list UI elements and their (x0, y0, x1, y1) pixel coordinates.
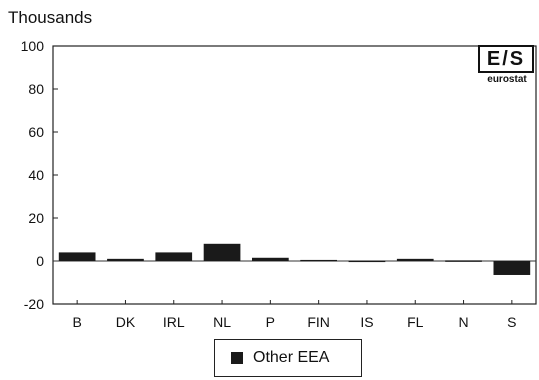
x-tick-label: IS (360, 314, 373, 330)
logo-mark: E/S (478, 45, 534, 73)
bar-n (445, 260, 482, 262)
logo-text: eurostat (487, 74, 527, 85)
legend-label: Other EEA (253, 349, 330, 366)
y-tick-label: 0 (36, 253, 44, 269)
eurostat-logo: E/S eurostat (478, 45, 536, 87)
x-tick-label: FL (407, 314, 424, 330)
legend-swatch (231, 352, 243, 364)
x-tick-label: IRL (163, 314, 185, 330)
y-tick-label: 80 (28, 81, 44, 97)
bar-is (348, 260, 386, 263)
bar-irl (155, 252, 193, 261)
legend: Other EEA (214, 339, 362, 377)
bar-p (251, 257, 289, 261)
x-tick-label: FIN (307, 314, 330, 330)
x-tick-label: B (72, 314, 81, 330)
y-tick-label: 100 (21, 38, 45, 54)
bar-fin (300, 259, 338, 262)
bar-s (493, 261, 531, 275)
x-tick-label: P (266, 314, 275, 330)
unit-label: Thousands (8, 8, 93, 27)
y-tick-label: -20 (24, 296, 44, 312)
x-tick-label: N (458, 314, 468, 330)
bar-nl (203, 243, 241, 261)
x-tick-label: S (507, 314, 516, 330)
x-tick-label: NL (213, 314, 231, 330)
y-tick-label: 60 (28, 124, 44, 140)
y-tick-label: 20 (28, 210, 44, 226)
bar-fl (396, 258, 434, 261)
bar-b (58, 252, 96, 261)
x-tick-label: DK (116, 314, 136, 330)
bar-dk (107, 258, 144, 261)
plot-frame (52, 45, 537, 305)
y-tick-label: 40 (28, 167, 44, 183)
